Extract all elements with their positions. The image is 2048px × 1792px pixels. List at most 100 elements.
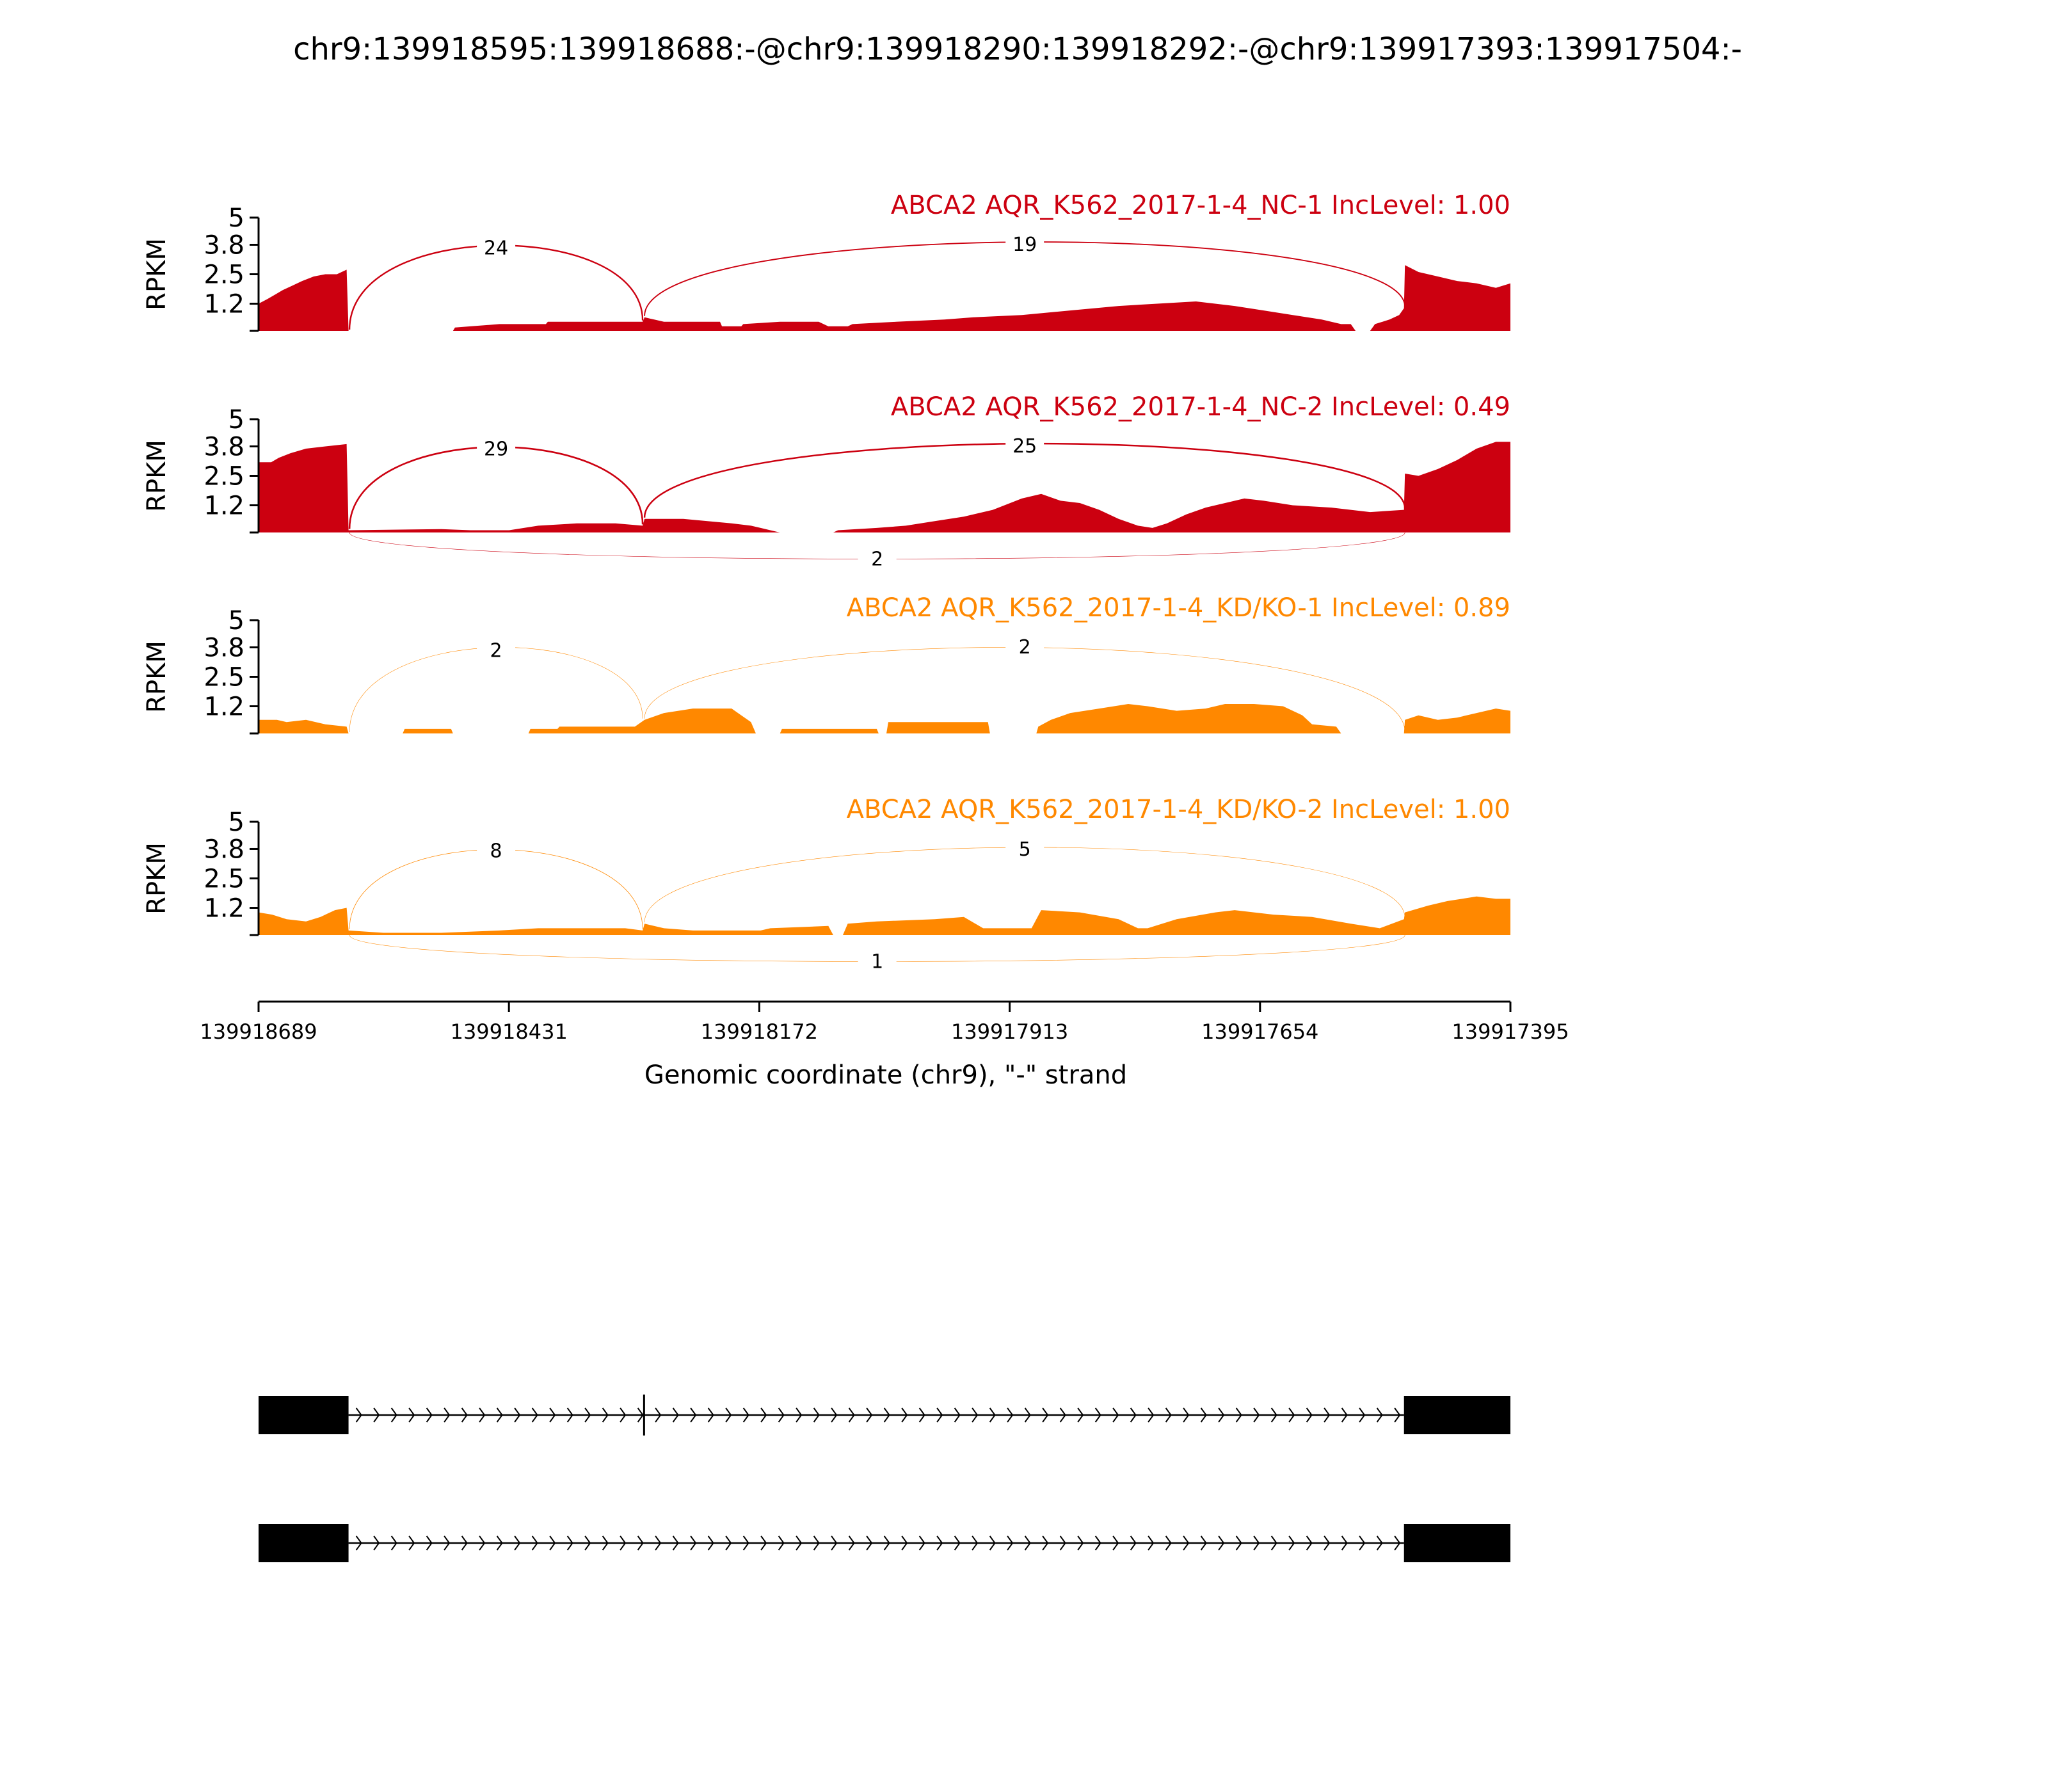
x-tick-label: 139917395 — [1452, 1020, 1569, 1044]
y-axis-label: RPKM — [142, 842, 172, 915]
strand-chevron — [390, 1407, 397, 1423]
strand-chevron — [989, 1407, 996, 1423]
junction-count: 24 — [484, 237, 508, 259]
strand-chevron — [813, 1535, 820, 1551]
y-axis-label: RPKM — [142, 440, 172, 512]
strand-chevron — [831, 1535, 838, 1551]
y-tick-label: 2.5 — [204, 462, 244, 492]
y-tick-label: 3.8 — [204, 230, 244, 260]
strand-chevron — [584, 1535, 591, 1551]
strand-chevron — [602, 1535, 609, 1551]
strand-chevron — [1007, 1535, 1014, 1551]
coverage-area — [259, 265, 1510, 331]
strand-chevron — [514, 1407, 521, 1423]
strand-chevron — [1218, 1407, 1225, 1423]
strand-chevron — [514, 1535, 521, 1551]
coverage-area — [259, 704, 1510, 733]
strand-chevron — [1024, 1535, 1031, 1551]
strand-chevron — [1112, 1407, 1119, 1423]
strand-chevron — [1376, 1407, 1383, 1423]
strand-chevron — [1324, 1407, 1331, 1423]
strand-chevron — [637, 1535, 644, 1551]
junction-label-bg — [1005, 431, 1044, 458]
strand-chevron — [954, 1535, 961, 1551]
strand-chevron — [408, 1535, 415, 1551]
strand-chevron — [461, 1407, 468, 1423]
strand-chevron — [1218, 1535, 1225, 1551]
strand-chevron — [918, 1407, 925, 1423]
strand-chevron — [426, 1535, 433, 1551]
coverage-area — [259, 896, 1510, 935]
strand-chevron — [1024, 1407, 1031, 1423]
transcript-2 — [259, 1524, 1510, 1562]
junction-count: 2 — [490, 639, 502, 662]
strand-chevron — [1200, 1535, 1207, 1551]
junction-count: 5 — [1019, 838, 1031, 861]
y-tick-label: 1.2 — [204, 692, 244, 722]
transcript-1 — [259, 1395, 1510, 1436]
strand-chevron — [1359, 1407, 1366, 1423]
junction-count: 8 — [490, 840, 502, 862]
strand-chevron — [831, 1407, 838, 1423]
exon — [1404, 1524, 1510, 1562]
junction-count: 29 — [484, 438, 508, 460]
junction-label-bg — [477, 435, 516, 461]
strand-chevron — [1253, 1535, 1260, 1551]
strand-chevron — [1130, 1535, 1137, 1551]
strand-chevron — [584, 1407, 591, 1423]
strand-chevron — [390, 1535, 397, 1551]
track-3: 53.82.51.2 RPKM ABCA2 AQR_K562_2017-1-4_KD… — [142, 593, 1510, 735]
strand-chevron — [549, 1535, 556, 1551]
figure-title: chr9:139918595:139918688:-@chr9:13991829… — [293, 31, 1742, 67]
strand-chevron — [972, 1535, 979, 1551]
strand-chevron — [655, 1407, 662, 1423]
series-name: ABCA2 AQR_K562_2017-1-4_NC-1 IncLevel: 1… — [891, 191, 1510, 220]
strand-chevron — [760, 1407, 767, 1423]
strand-chevron — [848, 1535, 855, 1551]
strand-chevron — [1042, 1407, 1049, 1423]
junction-label-bg — [858, 545, 897, 571]
y-tick-label: 5 — [228, 808, 244, 837]
strand-chevron — [1007, 1407, 1014, 1423]
strand-chevron — [1288, 1407, 1295, 1423]
strand-chevron — [620, 1407, 627, 1423]
strand-chevron — [936, 1407, 943, 1423]
strand-chevron — [1042, 1535, 1049, 1551]
y-tick-label: 5 — [228, 204, 244, 233]
strand-chevron — [796, 1535, 803, 1551]
strand-chevron — [620, 1535, 627, 1551]
strand-chevron — [602, 1407, 609, 1423]
strand-chevron — [866, 1535, 873, 1551]
strand-chevron — [1165, 1407, 1172, 1423]
strand-chevron — [1394, 1535, 1401, 1551]
strand-chevron — [1235, 1535, 1242, 1551]
strand-chevron — [742, 1535, 749, 1551]
strand-chevron — [655, 1535, 662, 1551]
strand-chevron — [1112, 1535, 1119, 1551]
strand-chevron — [1059, 1407, 1066, 1423]
y-tick-label: 3.8 — [204, 633, 244, 662]
junction-count: 2 — [871, 548, 883, 570]
strand-chevron — [1059, 1535, 1066, 1551]
x-axis: 139918689 139918431 139918172 139917913 1399… — [200, 1000, 1569, 1044]
strand-chevron — [1270, 1407, 1277, 1423]
y-tick-label: 5 — [228, 606, 244, 636]
strand-chevron — [1324, 1535, 1331, 1551]
exon — [259, 1396, 349, 1434]
strand-chevron — [918, 1535, 925, 1551]
x-tick-label: 139918431 — [451, 1020, 568, 1044]
strand-chevron — [1288, 1535, 1295, 1551]
strand-chevron — [848, 1407, 855, 1423]
junction-count: 1 — [871, 950, 883, 973]
strand-chevron — [566, 1407, 573, 1423]
exon — [259, 1524, 349, 1562]
strand-chevron — [690, 1535, 697, 1551]
strand-chevron — [989, 1535, 996, 1551]
strand-chevron — [1306, 1535, 1313, 1551]
y-tick-label: 1.2 — [204, 290, 244, 319]
y-tick-label: 3.8 — [204, 432, 244, 461]
